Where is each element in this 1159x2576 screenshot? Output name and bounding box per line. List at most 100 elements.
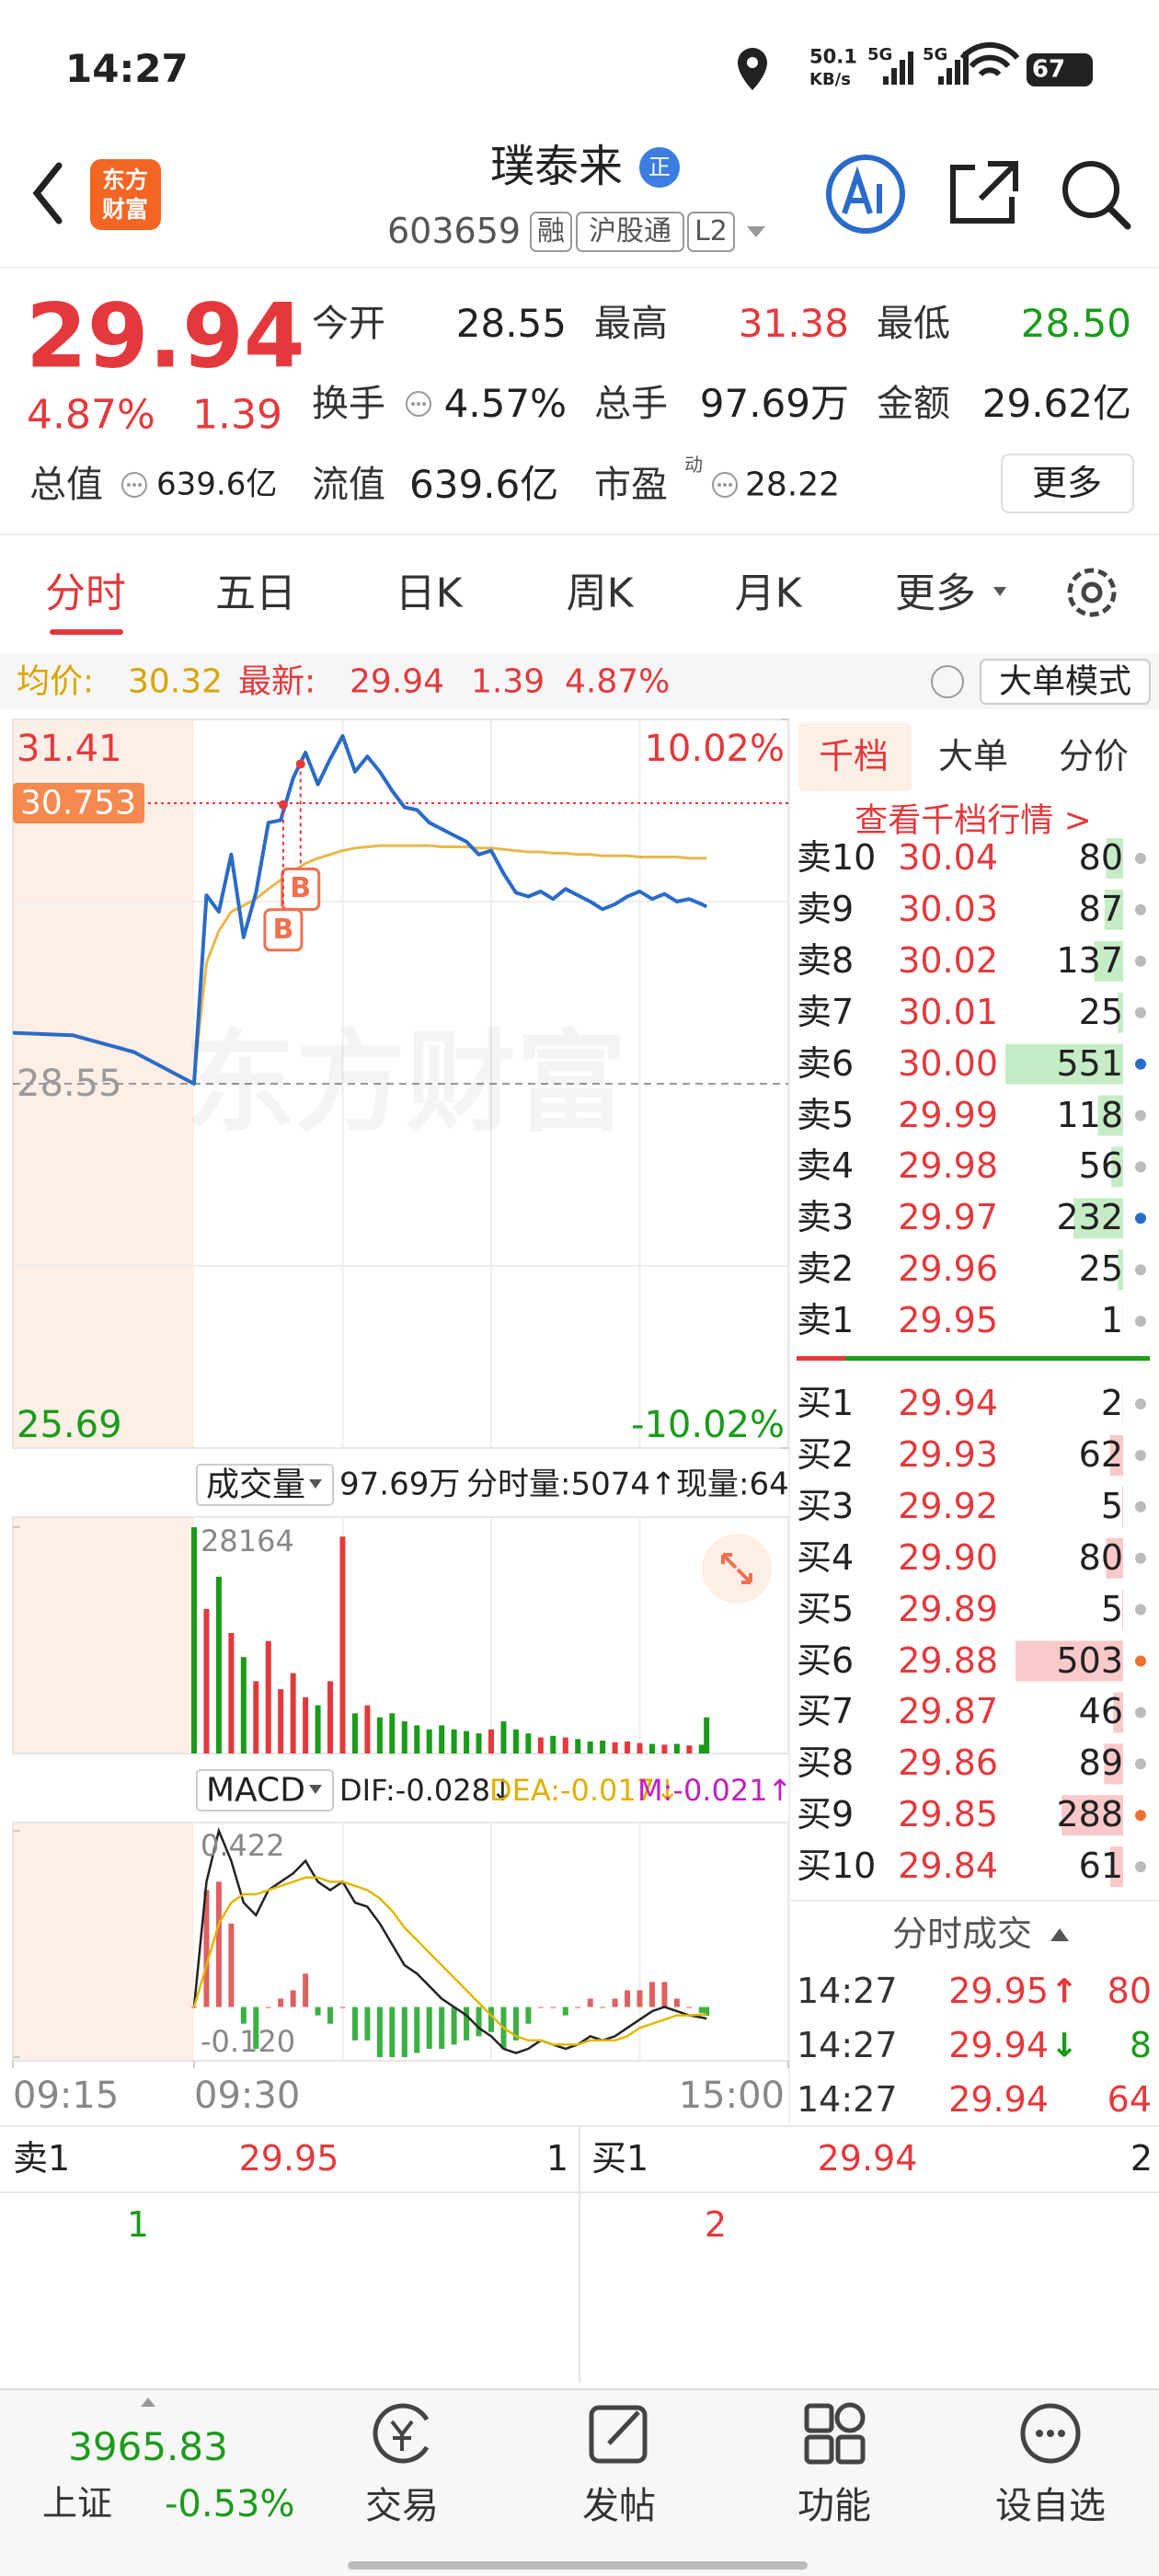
- book-level: 买6: [797, 1639, 855, 1681]
- nav-item[interactable]: 发帖: [582, 2485, 656, 2527]
- index-value[interactable]: 3965.83: [68, 2423, 228, 2469]
- bid-volume-bar: [1106, 1537, 1123, 1579]
- field-value: 28.50: [1020, 300, 1131, 346]
- trade-time: 14:27: [797, 2079, 898, 2121]
- macd-bar: [401, 2007, 407, 2057]
- ask-volume-bar: [1118, 1249, 1123, 1291]
- book-level: 卖6: [797, 1042, 855, 1084]
- tag-box: [530, 212, 572, 252]
- book-dot: [1135, 1264, 1146, 1276]
- volume-bar: [426, 1729, 432, 1754]
- change: 1.39: [192, 391, 282, 439]
- marker-point: [295, 759, 305, 769]
- sort-arrow: [1050, 1928, 1069, 1941]
- volume-bar: [364, 1705, 371, 1754]
- ask-volume-bar: [1106, 838, 1123, 879]
- macd-bar: [600, 2007, 606, 2008]
- more-button-label[interactable]: 更多: [1031, 463, 1103, 504]
- y-tick-label: 28.55: [17, 1063, 122, 1105]
- macd-bar: [587, 1998, 593, 2007]
- macd-bar: [215, 1881, 222, 2007]
- macd-bar: [414, 2007, 420, 2053]
- book-tab[interactable]: 大单: [937, 736, 1009, 777]
- dif-label: DIF:-0.028↓: [339, 1772, 515, 1808]
- nav-item[interactable]: 交易: [365, 2485, 439, 2527]
- tab[interactable]: 五日: [215, 569, 296, 617]
- home-indicator: [348, 2561, 808, 2570]
- book-level: 买5: [797, 1588, 855, 1629]
- trade-volume: 64: [1107, 2079, 1152, 2121]
- ask-volume-bar: [1094, 940, 1123, 982]
- book-price: 30.00: [898, 1042, 998, 1084]
- book-dot: [1135, 1861, 1146, 1873]
- pre-market-shade: [13, 1517, 194, 1754]
- book-dot: [1135, 1110, 1146, 1121]
- book-tab-active-label[interactable]: 千档: [818, 736, 889, 777]
- volume-bar: [327, 1681, 334, 1754]
- tab[interactable]: 月K: [734, 569, 802, 617]
- index-name: 上证: [42, 2483, 113, 2524]
- nav-item[interactable]: 功能: [798, 2485, 871, 2527]
- pre-market-shade: [13, 1823, 194, 2061]
- volume-bar: [648, 1743, 655, 1754]
- macd-bar: [464, 2007, 470, 2041]
- volume-bar: [290, 1673, 296, 1754]
- book-dot: [1135, 1316, 1146, 1328]
- cost-label: 30.753: [20, 784, 136, 822]
- book-level: 卖1: [797, 1300, 855, 1341]
- book-level: 卖2: [797, 1248, 855, 1290]
- last-price: 29.94: [26, 284, 305, 388]
- book-volume: 232: [1056, 1197, 1123, 1238]
- feature-icon: [804, 2403, 834, 2433]
- volume-bar: [673, 1743, 680, 1754]
- info-icon-dot: [729, 483, 732, 487]
- trade-arrow: ↓: [1050, 2027, 1079, 2065]
- indicator-name: 成交量: [206, 1466, 306, 1504]
- macd-bar: [673, 1998, 680, 2007]
- ai-button: [826, 155, 905, 234]
- y2-tick-label: 10.02%: [644, 728, 785, 770]
- book-dot: [1135, 853, 1146, 864]
- book-volume: 80: [1078, 1536, 1123, 1578]
- macd-bar: [253, 2007, 259, 2049]
- settings-core: [1081, 581, 1103, 604]
- volume-bar: [215, 1576, 222, 1754]
- tab-active[interactable]: 分时: [45, 569, 126, 617]
- dea-line: [192, 1876, 707, 2046]
- field-value: 29.62亿: [981, 380, 1131, 426]
- nav-item[interactable]: 设自选: [995, 2485, 1106, 2527]
- logo: [90, 159, 161, 230]
- book-price: 29.87: [898, 1691, 998, 1732]
- book-level: 买2: [797, 1434, 855, 1476]
- book-split-green: [845, 1356, 1150, 1361]
- index-change: -0.53%: [165, 2483, 295, 2525]
- book-link[interactable]: 查看千档行情 >: [855, 801, 1092, 840]
- tab[interactable]: 更多: [895, 569, 976, 617]
- book-dot: [1135, 1604, 1146, 1616]
- signal-bar: [938, 76, 944, 85]
- volume-bar: [401, 1721, 407, 1754]
- tab[interactable]: 周K: [566, 569, 634, 617]
- signal-bar: [908, 52, 913, 85]
- macd-bar: [327, 2007, 334, 2024]
- tab[interactable]: 日K: [395, 569, 463, 617]
- book-volume: 288: [1056, 1794, 1123, 1835]
- current-volume: 现量:64: [676, 1466, 789, 1503]
- bid-volume-bar: [1121, 1486, 1123, 1527]
- macd-bar: [704, 2007, 710, 2017]
- wifi-arc: [969, 54, 1011, 69]
- level1-volume: 2: [1130, 2138, 1153, 2179]
- book-tab[interactable]: 分价: [1058, 736, 1130, 777]
- book-volume: 1: [1100, 1300, 1123, 1341]
- macd-bar: [364, 2007, 371, 2041]
- book-tab-active: [798, 723, 912, 791]
- book-volume: 551: [1056, 1042, 1123, 1084]
- mode-button-label[interactable]: 大单模式: [998, 662, 1132, 701]
- book-dot: [1135, 1058, 1146, 1070]
- book-dot: [1135, 1707, 1146, 1719]
- field-value: 28.22: [745, 466, 841, 504]
- marker-label: B: [290, 872, 312, 905]
- volume-bar: [704, 1717, 710, 1754]
- trade-time: 14:27: [797, 2025, 898, 2066]
- book-dot: [1135, 1501, 1146, 1512]
